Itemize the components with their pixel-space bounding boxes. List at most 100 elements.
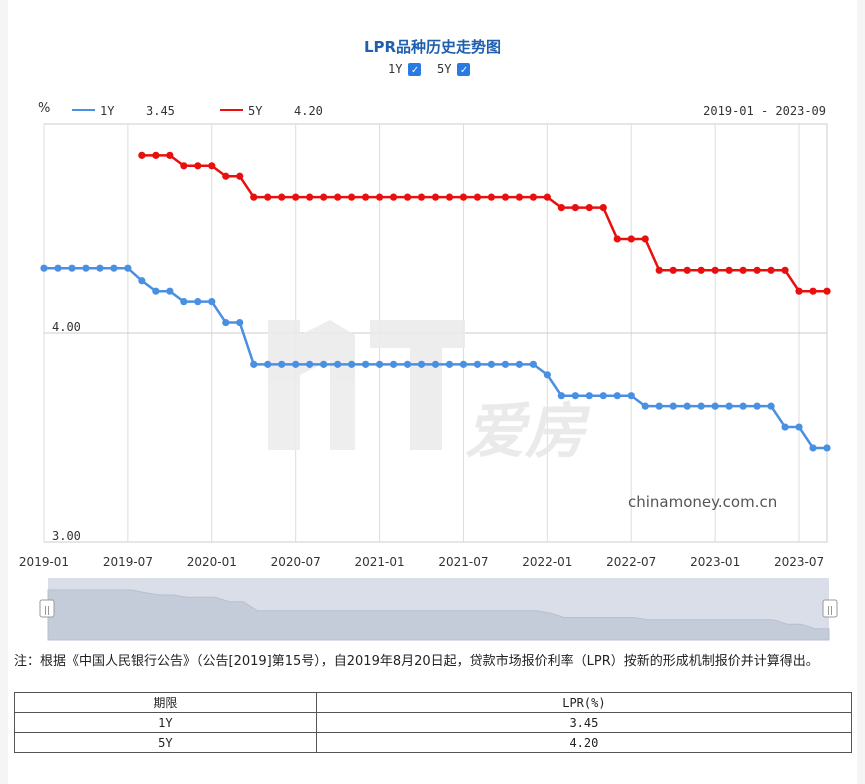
data-point-5y[interactable]	[599, 204, 607, 212]
data-point-1y[interactable]	[431, 360, 440, 368]
data-point-5y[interactable]	[627, 235, 635, 243]
data-point-5y[interactable]	[501, 193, 510, 201]
data-point-1y[interactable]	[571, 392, 579, 400]
data-point-1y[interactable]	[585, 392, 593, 400]
data-point-5y[interactable]	[403, 193, 412, 201]
data-point-1y[interactable]	[152, 287, 160, 295]
data-point-5y[interactable]	[459, 193, 468, 201]
data-point-5y[interactable]	[236, 172, 244, 180]
data-point-5y[interactable]	[725, 266, 733, 274]
data-point-1y[interactable]	[487, 360, 496, 368]
data-point-1y[interactable]	[641, 402, 649, 410]
data-point-5y[interactable]	[753, 266, 761, 274]
data-point-5y[interactable]	[823, 287, 831, 295]
data-point-1y[interactable]	[361, 360, 370, 368]
data-point-1y[interactable]	[180, 298, 188, 306]
data-point-5y[interactable]	[180, 162, 188, 170]
data-point-1y[interactable]	[40, 264, 48, 272]
data-point-1y[interactable]	[445, 360, 454, 368]
data-point-5y[interactable]	[487, 193, 496, 201]
data-point-5y[interactable]	[375, 193, 384, 201]
data-point-5y[interactable]	[166, 151, 174, 159]
data-point-5y[interactable]	[781, 266, 789, 274]
data-point-1y[interactable]	[599, 392, 607, 400]
data-point-1y[interactable]	[292, 360, 300, 368]
data-point-1y[interactable]	[781, 423, 789, 431]
data-point-1y[interactable]	[725, 402, 733, 410]
toggle-1y[interactable]: 1Y ✓	[388, 62, 422, 76]
data-point-1y[interactable]	[529, 360, 537, 368]
data-point-5y[interactable]	[334, 193, 342, 201]
data-point-5y[interactable]	[767, 266, 775, 274]
data-point-1y[interactable]	[68, 264, 76, 272]
data-point-5y[interactable]	[222, 172, 230, 180]
data-point-1y[interactable]	[515, 360, 523, 368]
data-point-1y[interactable]	[250, 360, 258, 368]
data-point-1y[interactable]	[417, 360, 426, 368]
data-point-5y[interactable]	[809, 287, 817, 295]
data-point-5y[interactable]	[473, 193, 482, 201]
data-point-1y[interactable]	[208, 298, 216, 306]
data-point-1y[interactable]	[403, 360, 412, 368]
data-point-5y[interactable]	[292, 193, 300, 201]
data-point-1y[interactable]	[823, 444, 831, 452]
data-point-5y[interactable]	[152, 151, 160, 159]
data-point-5y[interactable]	[208, 162, 216, 170]
data-point-1y[interactable]	[655, 402, 663, 410]
data-point-5y[interactable]	[613, 235, 621, 243]
toggle-5y[interactable]: 5Y ✓	[437, 62, 471, 76]
data-point-5y[interactable]	[711, 266, 719, 274]
data-point-1y[interactable]	[767, 402, 775, 410]
data-point-1y[interactable]	[138, 277, 146, 285]
data-point-5y[interactable]	[529, 193, 537, 201]
data-point-5y[interactable]	[278, 193, 286, 201]
data-point-1y[interactable]	[627, 392, 635, 400]
data-point-1y[interactable]	[54, 264, 62, 272]
data-point-1y[interactable]	[264, 360, 272, 368]
data-point-5y[interactable]	[306, 193, 314, 201]
data-point-5y[interactable]	[543, 193, 551, 201]
data-point-1y[interactable]	[236, 318, 244, 327]
data-point-1y[interactable]	[82, 264, 90, 272]
checkbox-1y-icon[interactable]: ✓	[408, 62, 422, 76]
data-point-1y[interactable]	[278, 360, 286, 368]
data-point-5y[interactable]	[571, 204, 579, 212]
data-point-5y[interactable]	[431, 193, 440, 201]
data-point-1y[interactable]	[683, 402, 691, 410]
data-point-1y[interactable]	[334, 360, 342, 368]
data-point-1y[interactable]	[809, 444, 817, 452]
data-point-1y[interactable]	[320, 360, 328, 368]
data-point-5y[interactable]	[194, 162, 202, 170]
range-handle-left[interactable]	[39, 599, 55, 618]
data-point-5y[interactable]	[445, 193, 454, 201]
data-point-1y[interactable]	[697, 402, 705, 410]
data-point-5y[interactable]	[669, 266, 677, 274]
data-point-5y[interactable]	[361, 193, 370, 201]
data-point-1y[interactable]	[348, 360, 356, 368]
data-point-1y[interactable]	[459, 360, 468, 368]
data-point-5y[interactable]	[389, 193, 398, 201]
data-point-1y[interactable]	[222, 318, 230, 327]
data-point-5y[interactable]	[683, 266, 691, 274]
data-point-5y[interactable]	[739, 266, 747, 274]
data-point-1y[interactable]	[473, 360, 482, 368]
data-point-1y[interactable]	[739, 402, 747, 410]
data-point-1y[interactable]	[501, 360, 510, 368]
data-point-5y[interactable]	[697, 266, 705, 274]
data-point-1y[interactable]	[110, 264, 118, 272]
data-point-1y[interactable]	[543, 371, 551, 379]
data-point-1y[interactable]	[194, 298, 202, 306]
data-point-5y[interactable]	[641, 235, 649, 243]
data-point-5y[interactable]	[138, 151, 146, 159]
range-handle-right[interactable]	[822, 599, 838, 618]
data-point-1y[interactable]	[557, 392, 565, 400]
data-point-1y[interactable]	[669, 402, 677, 410]
data-point-5y[interactable]	[417, 193, 426, 201]
data-point-5y[interactable]	[655, 266, 663, 274]
data-point-1y[interactable]	[389, 360, 398, 368]
data-point-5y[interactable]	[795, 287, 803, 295]
data-point-1y[interactable]	[613, 392, 621, 400]
data-point-5y[interactable]	[585, 204, 593, 212]
data-point-5y[interactable]	[557, 204, 565, 212]
data-point-1y[interactable]	[711, 402, 719, 410]
